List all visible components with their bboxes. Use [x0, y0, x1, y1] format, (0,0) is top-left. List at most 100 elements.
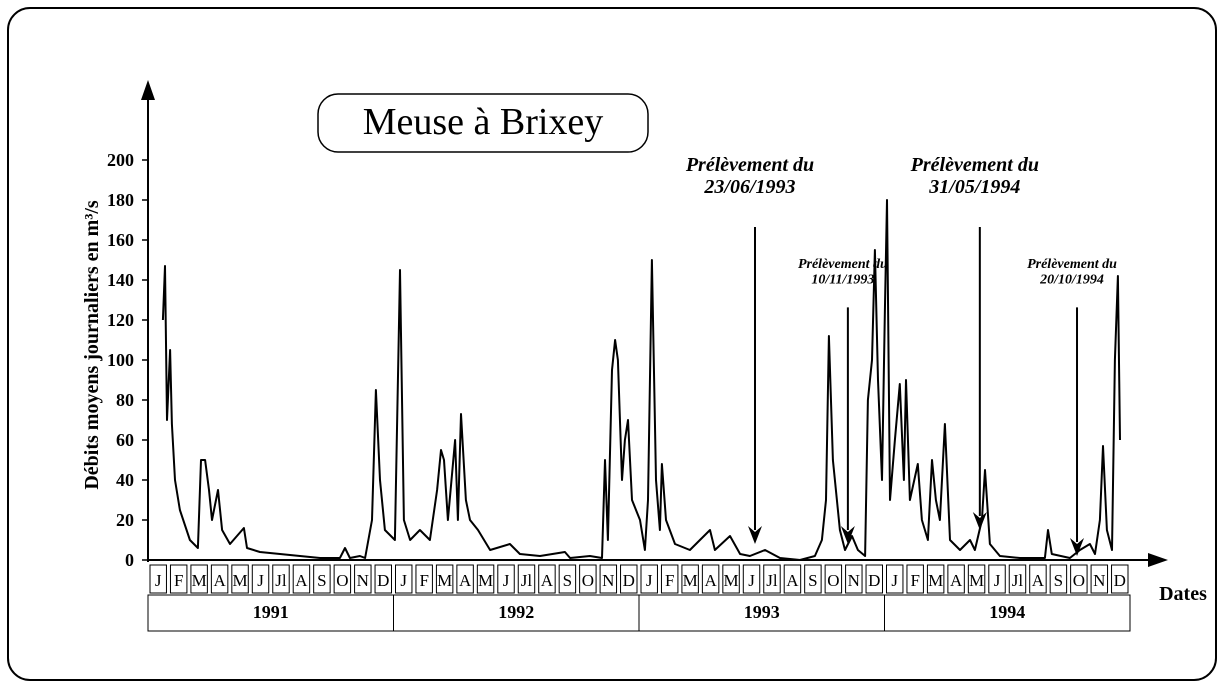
month-cell	[395, 564, 413, 594]
month-label: M	[724, 571, 739, 590]
month-cell	[845, 564, 863, 594]
x-axis-arrow	[1148, 553, 1168, 567]
month-cell	[579, 564, 597, 594]
month-cell	[497, 564, 515, 594]
month-cell	[354, 564, 372, 594]
month-cell	[1008, 564, 1027, 594]
y-axis-label: Débits moyens journaliers en m³/s	[81, 200, 103, 490]
month-cell	[742, 564, 761, 594]
y-tick-label: 200	[107, 150, 134, 170]
month-label: F	[665, 571, 674, 590]
month-label: M	[683, 571, 698, 590]
month-cell	[272, 564, 290, 594]
month-cell	[620, 564, 638, 594]
y-tick-label: 120	[107, 310, 134, 330]
year-label: 1994	[989, 602, 1025, 622]
month-label: O	[336, 571, 348, 590]
month-cell	[660, 564, 679, 594]
month-label: J	[891, 571, 898, 590]
month-label: A	[704, 571, 717, 590]
annotation-text: 10/11/1993	[811, 273, 874, 288]
month-label: M	[233, 571, 248, 590]
month-label: M	[437, 571, 452, 590]
month-label: S	[563, 571, 572, 590]
annotation-text: 23/06/1993	[703, 176, 795, 198]
month-cell	[988, 564, 1006, 594]
month-cell	[1029, 564, 1047, 594]
month-cell	[722, 564, 740, 594]
y-tick-label: 0	[125, 550, 134, 570]
month-cell	[926, 564, 945, 594]
month-label: M	[928, 571, 943, 590]
month-cell	[374, 564, 392, 594]
month-label: F	[174, 571, 183, 590]
month-cell	[538, 564, 556, 594]
annotation-text: Prélèvement du	[910, 154, 1039, 176]
month-cell	[783, 564, 802, 594]
month-label: F	[910, 571, 919, 590]
month-label: Jl	[1012, 571, 1024, 590]
month-label: N	[848, 571, 860, 590]
month-cell	[169, 564, 188, 594]
month-label: J	[155, 571, 162, 590]
month-cell	[886, 564, 904, 594]
month-label: A	[950, 571, 963, 590]
month-cell	[1070, 564, 1088, 594]
month-cell	[333, 564, 352, 594]
month-label: J	[400, 571, 407, 590]
month-cell	[190, 564, 208, 594]
month-label: D	[868, 571, 880, 590]
y-tick-label: 160	[107, 230, 134, 250]
month-cell	[1111, 564, 1129, 594]
year-label: 1992	[498, 602, 534, 622]
month-label: M	[192, 571, 207, 590]
month-cell	[476, 564, 495, 594]
title-box	[317, 93, 649, 153]
month-label: A	[541, 571, 554, 590]
month-cell	[681, 564, 699, 594]
month-label: J	[257, 571, 264, 590]
y-tick-label: 40	[116, 470, 134, 490]
month-cell	[1049, 564, 1068, 594]
month-cell	[804, 564, 822, 594]
month-label: D	[377, 571, 389, 590]
month-cell	[149, 564, 167, 594]
month-label: Jl	[275, 571, 287, 590]
month-cell	[313, 564, 331, 594]
month-cell	[251, 564, 270, 594]
y-axis-arrow	[141, 80, 155, 100]
annotation-text: Prélèvement du	[1027, 257, 1117, 272]
month-label: A	[1032, 571, 1045, 590]
month-label: S	[808, 571, 817, 590]
month-label: D	[1114, 571, 1126, 590]
annotation-text: Prélèvement du	[685, 154, 814, 176]
month-cell	[517, 564, 536, 594]
month-label: Jl	[521, 571, 533, 590]
month-cell	[1090, 564, 1109, 594]
annotation-text: 31/05/1994	[928, 176, 1020, 198]
annotation-arrowhead	[747, 526, 762, 544]
month-label: D	[623, 571, 635, 590]
month-cell	[599, 564, 618, 594]
annotation-arrowhead	[972, 512, 987, 530]
chart-title: Meuse à Brixey	[363, 101, 604, 143]
month-cell	[558, 564, 577, 594]
month-cell	[415, 564, 433, 594]
month-label: A	[295, 571, 308, 590]
month-label: N	[1093, 571, 1105, 590]
month-label: J	[646, 571, 653, 590]
frame	[7, 7, 1217, 681]
x-axis-label: Dates	[1159, 583, 1207, 605]
annotation-text: 20/10/1994	[1039, 273, 1104, 288]
month-cell	[210, 564, 229, 594]
year-label: 1991	[253, 602, 289, 622]
month-label: M	[969, 571, 984, 590]
month-cell	[435, 564, 454, 594]
month-label: N	[357, 571, 369, 590]
month-cell	[456, 564, 474, 594]
month-cell	[967, 564, 986, 594]
month-label: A	[459, 571, 472, 590]
month-label: O	[1073, 571, 1085, 590]
month-cell	[763, 564, 781, 594]
